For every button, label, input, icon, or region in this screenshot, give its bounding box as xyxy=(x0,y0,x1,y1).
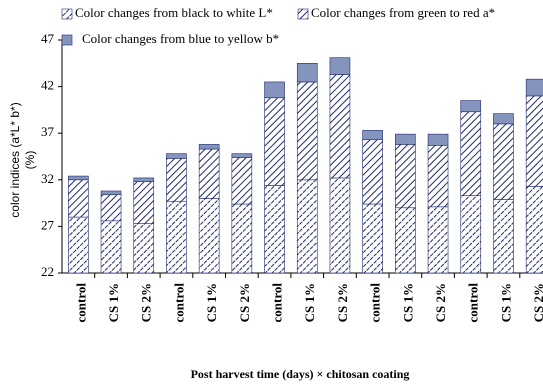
bar-segment xyxy=(231,157,253,205)
bar-segment xyxy=(525,95,543,187)
legend-swatch xyxy=(61,8,73,20)
legend-swatch xyxy=(61,34,73,46)
x-tick-label: CS 1% xyxy=(400,283,415,322)
y-tick-label: 47 xyxy=(41,31,55,46)
bar-segment xyxy=(460,100,482,113)
x-tick-label: control xyxy=(171,283,186,323)
bar-segment xyxy=(231,153,253,158)
x-tick-label: CS 1% xyxy=(106,283,121,322)
y-tick-label: 27 xyxy=(41,217,55,232)
bar-segment xyxy=(100,190,122,196)
x-tick-label: CS 2% xyxy=(433,283,448,322)
bar-segment xyxy=(493,123,514,200)
bar-segment xyxy=(460,111,482,196)
bar-segment xyxy=(362,139,383,205)
y-tick-label: 22 xyxy=(41,264,54,279)
bar-segment xyxy=(395,144,416,209)
y-axis-title: color indices (a*L* b*) xyxy=(8,102,22,217)
x-tick-label: CS 1% xyxy=(498,283,513,322)
y-tick-label: 42 xyxy=(41,78,54,93)
y-tick-label: 32 xyxy=(41,171,54,186)
bar-segment xyxy=(133,223,155,274)
x-tick-label: CS 1% xyxy=(204,283,219,322)
bar-segment xyxy=(68,216,89,274)
bar-segment xyxy=(362,203,383,274)
bar-segment xyxy=(525,78,543,97)
x-tick-label: control xyxy=(73,283,88,323)
bar-segment xyxy=(296,81,318,181)
legend-label: Color changes from green to red a* xyxy=(311,5,495,20)
bar-segment xyxy=(395,207,416,274)
bar-segment xyxy=(100,194,122,222)
y-axis-unit: (%) xyxy=(23,151,37,170)
bar-segment xyxy=(198,148,220,199)
bar-segment xyxy=(427,133,449,146)
x-tick-label: CS 2% xyxy=(531,283,543,322)
bar-segment xyxy=(493,113,514,125)
bar-segment xyxy=(166,158,187,202)
x-tick-label: CS 2% xyxy=(335,283,350,322)
x-tick-label: control xyxy=(466,283,481,323)
bar-segment xyxy=(264,97,285,186)
x-tick-label: CS 1% xyxy=(302,283,317,322)
bar-segment xyxy=(296,179,318,274)
legend-swatch xyxy=(297,8,309,20)
bar-segment xyxy=(198,144,220,150)
x-tick-label: CS 2% xyxy=(139,283,154,322)
bar-segment xyxy=(166,200,187,274)
bar-segment xyxy=(329,177,351,274)
bar-segment xyxy=(427,206,449,274)
bar-segment xyxy=(68,179,89,218)
bar-segment xyxy=(329,57,351,75)
legend-label: Color changes from blue to yellow b* xyxy=(82,31,279,46)
legend-label: Color changes from black to white L* xyxy=(75,5,273,20)
bar-segment xyxy=(362,130,383,141)
bar-segment xyxy=(133,177,155,182)
x-tick-label: control xyxy=(270,283,285,323)
bar-segment xyxy=(329,74,351,179)
bar-segment xyxy=(427,145,449,208)
bar-segment xyxy=(395,133,416,145)
x-axis-title: Post harvest time (days) × chitosan coat… xyxy=(191,367,410,381)
bar-segment xyxy=(100,220,122,274)
x-tick-label: CS 2% xyxy=(237,283,252,322)
bar-segment xyxy=(264,185,285,274)
bar-segment xyxy=(264,81,285,99)
bar-segment xyxy=(198,198,220,274)
bar-segment xyxy=(133,181,155,224)
bar-segment xyxy=(493,199,514,274)
y-tick-label: 37 xyxy=(41,124,55,139)
bar-segment xyxy=(525,186,543,274)
bar-segment xyxy=(296,62,318,83)
bar-segment xyxy=(460,195,482,274)
bar-segment xyxy=(166,153,187,159)
x-tick-label: control xyxy=(368,283,383,323)
bar-segment xyxy=(68,175,89,181)
bar-segment xyxy=(231,203,253,274)
